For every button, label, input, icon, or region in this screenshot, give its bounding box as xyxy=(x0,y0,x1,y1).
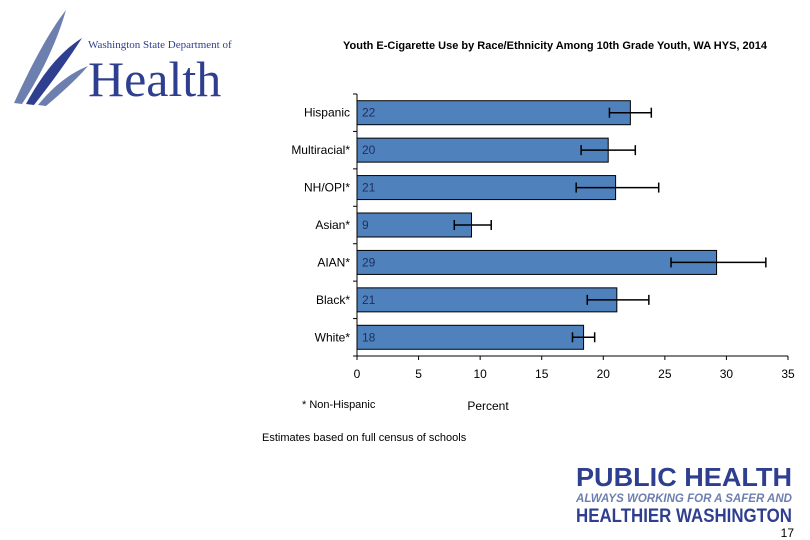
footnote: * Non-Hispanic xyxy=(302,399,376,411)
data-label: 21 xyxy=(362,293,376,307)
bar xyxy=(356,100,631,126)
category-label: Hispanic xyxy=(304,106,350,120)
ph-line1: PUBLIC HEALTH xyxy=(576,462,792,492)
x-tick-label: 25 xyxy=(658,367,672,381)
data-label: 18 xyxy=(362,330,376,344)
public-health-logo: PUBLIC HEALTH ALWAYS WORKING FOR A SAFER… xyxy=(575,462,792,524)
category-label: Asian* xyxy=(315,218,350,232)
data-label: 9 xyxy=(362,218,369,232)
x-tick-label: 5 xyxy=(415,367,422,381)
doh-logo: Washington State Department of Health xyxy=(14,10,232,107)
bar xyxy=(356,212,473,238)
category-label: AIAN* xyxy=(317,255,350,269)
bar xyxy=(356,324,585,350)
logo-main-text: Health xyxy=(88,51,221,107)
page-number: 17 xyxy=(780,526,794,540)
logo-top-text: Washington State Department of xyxy=(88,39,232,51)
category-label: Multiracial* xyxy=(291,143,350,157)
estimates-note: Estimates based on full census of school… xyxy=(262,432,467,444)
category-label: NH/OPI* xyxy=(304,181,350,195)
x-tick-label: 20 xyxy=(597,367,611,381)
bar xyxy=(356,249,718,275)
data-label: 20 xyxy=(362,143,376,157)
x-tick-label: 30 xyxy=(720,367,734,381)
x-tick-label: 15 xyxy=(535,367,549,381)
ph-line3: HEALTHIER WASHINGTON xyxy=(576,506,792,524)
bar xyxy=(356,287,618,313)
x-tick-label: 35 xyxy=(781,367,795,381)
wheat-icon xyxy=(14,10,88,106)
x-tick-label: 10 xyxy=(473,367,487,381)
data-label: 22 xyxy=(362,106,376,120)
x-axis-label: Percent xyxy=(467,399,509,413)
data-label: 29 xyxy=(362,255,376,269)
bar xyxy=(356,137,609,163)
ph-line2: ALWAYS WORKING FOR A SAFER AND xyxy=(575,491,792,505)
chart-title: Youth E-Cigarette Use by Race/Ethnicity … xyxy=(343,40,767,52)
category-label: Black* xyxy=(316,293,350,307)
x-tick-label: 0 xyxy=(354,367,361,381)
data-label: 21 xyxy=(362,181,376,195)
category-label: White* xyxy=(315,330,351,344)
